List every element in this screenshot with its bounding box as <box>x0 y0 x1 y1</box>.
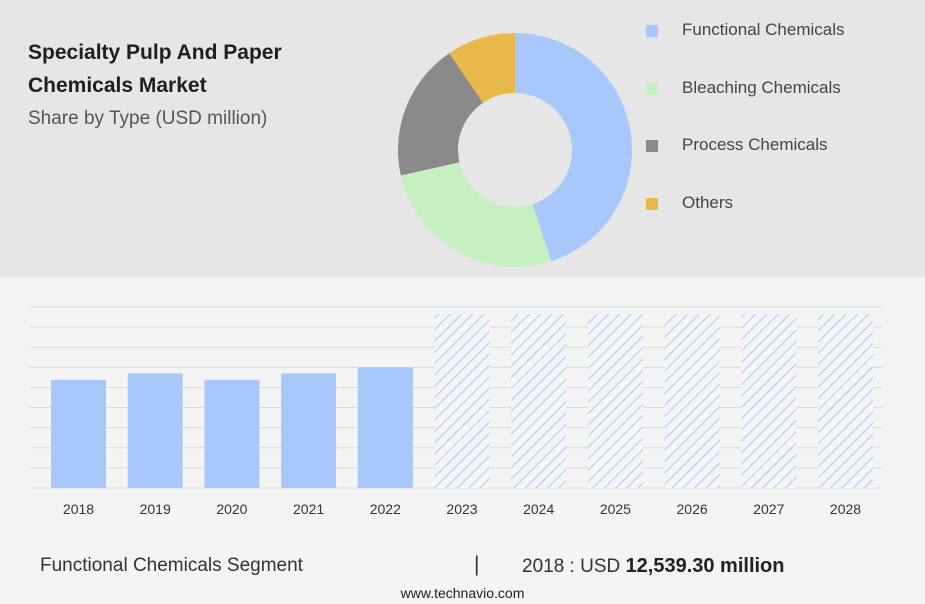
donut-slice-process-chemicals <box>398 53 483 176</box>
x-tick-label: 2023 <box>446 501 477 517</box>
forecast-bar-2023 <box>434 314 490 488</box>
legend-swatch <box>646 25 658 37</box>
donut-slice-bleaching-chemicals <box>400 162 552 267</box>
x-tick-label: 2024 <box>523 501 554 517</box>
bar-2018 <box>51 379 106 488</box>
legend-label: Process Chemicals <box>682 135 828 154</box>
forecast-bar-2025 <box>587 314 643 488</box>
x-tick-label: 2027 <box>753 501 784 517</box>
x-tick-label: 2022 <box>370 501 401 517</box>
x-tick-label: 2019 <box>140 501 171 517</box>
legend-label: Bleaching Chemicals <box>682 77 841 97</box>
legend-swatch <box>646 82 658 95</box>
chart-title-line-1: Specialty Pulp And Paper <box>28 41 282 64</box>
forecast-bar-2026 <box>664 314 720 488</box>
legend-swatch <box>646 140 658 152</box>
footer-separator: | <box>474 553 480 576</box>
forecast-bar-2024 <box>511 314 567 488</box>
bar-2019 <box>127 373 183 488</box>
chart-subtitle: Share by Type (USD million) <box>28 108 268 129</box>
legend-swatch <box>646 197 658 210</box>
footer-segment-label: Functional Chemicals Segment <box>40 555 303 576</box>
bar-2022 <box>357 367 413 488</box>
footer-year-label: 2018 : USD <box>522 556 621 577</box>
forecast-bar-2028 <box>818 314 873 488</box>
x-tick-label: 2018 <box>63 501 94 517</box>
legend-label: Others <box>682 192 734 212</box>
x-tick-label: 2028 <box>830 501 861 517</box>
bar-chart: 2018 2019 2020 2021 2022 2023 2024 2025 2026 2027… <box>30 306 882 517</box>
website-link[interactable]: www.technavio.com <box>400 585 525 601</box>
legend-label: Functional Chemicals <box>682 20 845 39</box>
x-tick-label: 2026 <box>677 501 708 517</box>
footer-value: 2018 : USD 12,539.30 million <box>522 555 785 578</box>
x-tick-label: 2025 <box>600 501 631 517</box>
forecast-bar-2027 <box>741 314 797 488</box>
x-tick-label: 2021 <box>293 501 324 517</box>
chart-title: Specialty Pulp And Paper Chemicals Marke… <box>28 36 358 102</box>
bar-2021 <box>281 373 337 488</box>
chart-title-line-2: Chemicals Market <box>28 74 207 97</box>
x-tick-label: 2020 <box>216 501 247 517</box>
donut-slice-others <box>449 33 515 103</box>
bar-2020 <box>204 379 260 488</box>
donut-chart <box>398 33 632 267</box>
footer-value-amount: 12,539.30 million <box>625 555 785 577</box>
donut-slice-functional-chemicals <box>515 33 632 262</box>
